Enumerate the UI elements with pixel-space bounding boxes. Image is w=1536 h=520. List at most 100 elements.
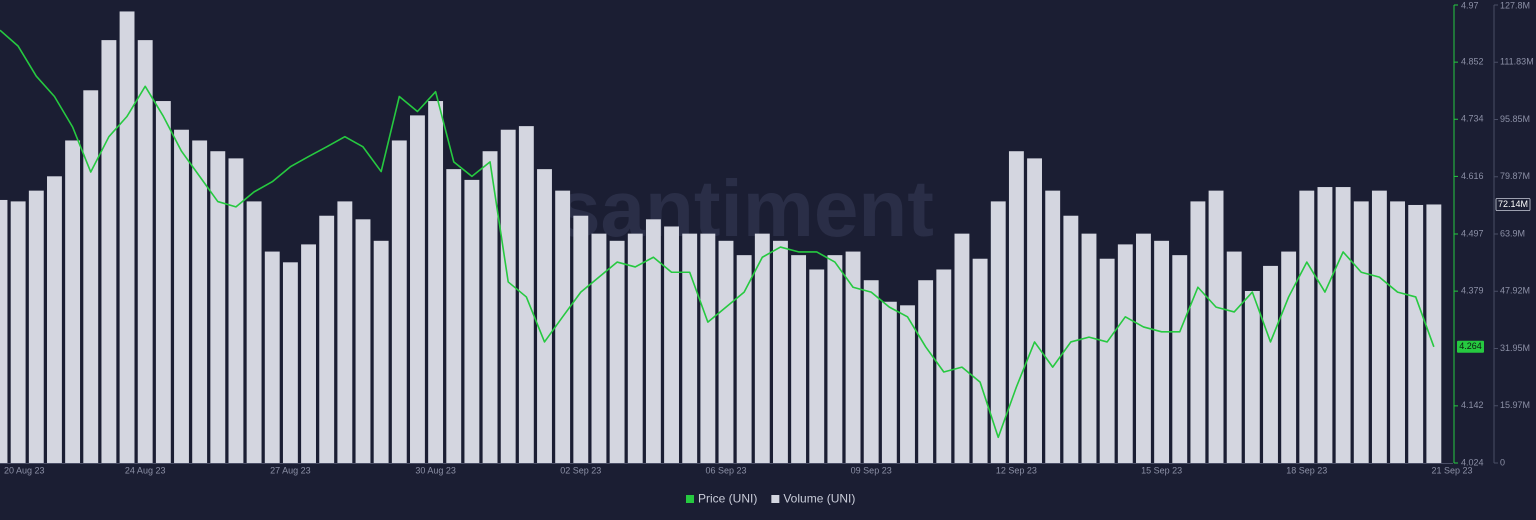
volume-bar: [28, 190, 44, 463]
volume-bar: [954, 233, 970, 463]
volume-bar: [410, 115, 425, 463]
volume-bar: [609, 240, 625, 463]
volume-bar: [555, 190, 571, 463]
volume-bar: [1281, 251, 1297, 463]
x-tick-label: 27 Aug 23: [270, 465, 311, 475]
volume-bar: [718, 240, 734, 463]
volume-bar: [1263, 265, 1278, 463]
current-value-label: 72.14M: [1498, 199, 1528, 209]
volume-bar: [1299, 190, 1315, 463]
volume-bar: [101, 40, 117, 463]
x-tick-label: 12 Sep 23: [996, 465, 1037, 475]
volume-bar: [1390, 201, 1405, 463]
volume-bar: [1172, 255, 1188, 463]
volume-bar: [83, 90, 99, 463]
volume-bar: [464, 179, 480, 463]
volume-bar: [1408, 204, 1424, 463]
price-line-group: [0, 29, 1435, 439]
x-tick-label: 15 Sep 23: [1141, 465, 1182, 475]
volume-bar: [337, 201, 353, 463]
y2-tick-label: 0: [1500, 457, 1505, 467]
volume-bar: [773, 240, 788, 463]
volume-bar: [482, 151, 498, 463]
volume-bar: [1208, 190, 1224, 463]
volume-bar: [827, 255, 843, 463]
volume-bar: [0, 199, 8, 463]
x-tick-label: 20 Aug 23: [4, 465, 45, 475]
volume-bar: [500, 129, 516, 463]
axes: 4.024 4.142 4.379 4.497 4.616 4.734 4.852 4.97 0…: [4, 0, 1534, 475]
x-tick-label: 09 Sep 23: [851, 465, 892, 475]
volume-bar: [192, 140, 208, 463]
volume-bar: [591, 233, 607, 463]
volume-bar: [537, 169, 552, 463]
current-value-badge: [1457, 340, 1484, 353]
volume-bar: [1226, 251, 1242, 463]
y2-tick-label: 31.95M: [1500, 343, 1530, 353]
legend-swatch: [686, 495, 694, 503]
volume-bar: [137, 40, 153, 463]
volume-bar: [264, 251, 280, 463]
y2-tick-label: 111.83M: [1500, 57, 1534, 67]
volume-bar: [863, 280, 879, 463]
y2-tick-label: 79.87M: [1500, 171, 1530, 181]
y-tick-label: 4.142: [1461, 400, 1484, 410]
volume-bar: [990, 201, 1006, 463]
volume-bar: [428, 101, 444, 463]
volume-bar: [1117, 244, 1133, 463]
volume-bar: [119, 11, 135, 463]
legend-swatch: [771, 495, 780, 503]
volume-bar: [791, 255, 807, 463]
y-tick-label: 4.97: [1461, 0, 1479, 10]
volume-bar: [391, 140, 407, 463]
volume-bar: [573, 215, 589, 463]
volume-bar: [65, 140, 81, 463]
volume-bar: [664, 226, 679, 463]
volume-bars: [0, 11, 1442, 463]
current-value-label: 4.264: [1459, 341, 1482, 351]
volume-bar: [918, 280, 934, 463]
volume-bar: [627, 233, 643, 463]
volume-bar: [700, 233, 716, 463]
volume-bar: [518, 126, 534, 463]
y-tick-label: 4.852: [1461, 57, 1484, 67]
volume-bar: [1136, 233, 1151, 463]
volume-bar: [1027, 158, 1042, 463]
watermark: santiment: [556, 164, 934, 253]
volume-bar: [210, 151, 226, 463]
y-tick-label: 4.024: [1461, 457, 1484, 467]
volume-bar: [1371, 190, 1387, 463]
x-tick-label: 06 Sep 23: [705, 465, 746, 475]
volume-bar: [900, 305, 915, 463]
volume-bar: [1045, 190, 1061, 463]
volume-bar: [809, 269, 825, 463]
volume-bar: [10, 201, 26, 463]
volume-bar: [1008, 151, 1024, 463]
y-tick-label: 4.497: [1461, 228, 1484, 238]
price-line: [0, 29, 1435, 439]
legend-label: Price (UNI): [698, 492, 757, 506]
volume-bar: [246, 201, 262, 463]
y-tick-label: 4.379: [1461, 286, 1484, 296]
volume-bar: [1063, 215, 1079, 463]
volume-bar: [845, 251, 861, 463]
y2-tick-label: 95.85M: [1500, 114, 1530, 124]
y-tick-label: 4.616: [1461, 171, 1484, 181]
volume-bar: [1244, 290, 1260, 463]
volume-bar: [1426, 204, 1442, 463]
volume-bar: [1190, 201, 1206, 463]
volume-bar: [1154, 240, 1170, 463]
volume-bar: [736, 255, 752, 463]
volume-bar: [1081, 233, 1097, 463]
volume-bar: [1353, 201, 1369, 463]
volume-bar: [319, 215, 335, 463]
volume-bar: [155, 101, 171, 463]
x-tick-label: 24 Aug 23: [125, 465, 166, 475]
volume-bar: [645, 219, 661, 463]
x-tick-label: 02 Sep 23: [560, 465, 601, 475]
y2-tick-label: 63.9M: [1500, 228, 1525, 238]
y2-tick-label: 47.92M: [1500, 286, 1530, 296]
volume-bar: [373, 240, 389, 463]
volume-bar: [936, 269, 952, 463]
